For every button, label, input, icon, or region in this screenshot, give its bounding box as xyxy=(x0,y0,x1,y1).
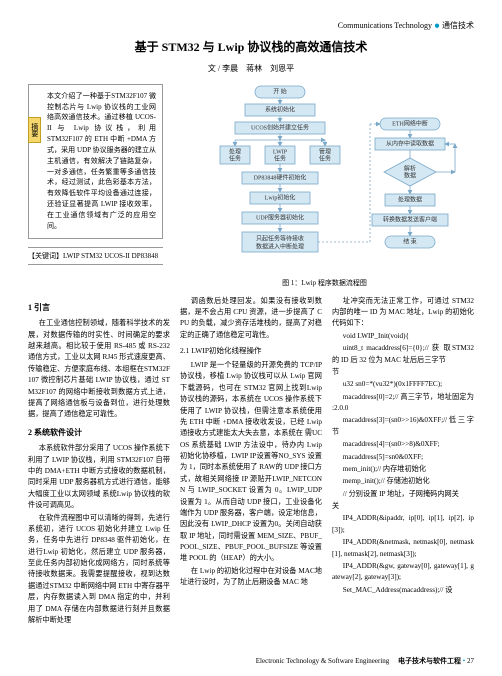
code-line: uint8_t macaddress[6]={0};// 获 取STM32 的 … xyxy=(332,343,474,366)
body-text: 关 xyxy=(332,501,474,512)
code-line: memp_init();// 存储池初始化 xyxy=(332,476,474,487)
page: Communications Technology ● 通信技术 基于 STM3… xyxy=(0,0,502,627)
abstract-box: 摘要 本文介绍了一种基于STM32F107 微控制芯片与 Lwip 协议栈的工业… xyxy=(28,84,163,239)
fc-proc1: 处理 xyxy=(228,147,240,155)
code-line: macaddress[4]=(sn0>>8)&0XFF; xyxy=(332,439,474,450)
code-line: macaddress[0]=2;// 高三字节，地址固定为 :2.0.0 xyxy=(332,392,474,415)
footer-cn: 电子技术与软件工程 xyxy=(398,657,461,665)
article-title: 基于 STM32 与 Lwip 协议栈的高效通信技术 xyxy=(28,38,474,55)
body-text: 在 Lwip 的初始化过程中在对设备 MAC地址进行设时，为了防止后期设备 MA… xyxy=(180,566,322,589)
code-line: IP4_ADDR(&ipaddr, ip[0], ip[1], ip[2], i… xyxy=(332,513,474,536)
body-text: 址冲突而无法正常工作，可通过 STM32 内部的唯一 ID 为 MAC 地址，L… xyxy=(332,296,474,330)
fc-start: 开 始 xyxy=(273,87,287,95)
fc-dp83848: DP83848硬件初始化 xyxy=(253,173,306,181)
column-2: 调函数后处理回发。如果没有接收到数据，是不会占用 CPU 资源，进一步提高了 C… xyxy=(180,296,322,628)
bullet-icon: • xyxy=(463,657,465,665)
fc-lwiptask2: 任务 xyxy=(273,154,285,162)
fc-end: 结 束 xyxy=(403,237,417,245)
code-line: void LWIP_Init(void){ xyxy=(332,331,474,342)
code-line: u32 sn0=*(vu32*)(0x1FFFF7EC); xyxy=(332,379,474,390)
upper-section: 摘要 本文介绍了一种基于STM32F107 微控制芯片与 Lwip 协议栈的工业… xyxy=(28,84,474,288)
code-line: // 分别设置 IP 地址，子网掩码内网关 xyxy=(332,489,474,500)
code-line: mem_init();// 内存堆初始化 xyxy=(332,464,474,475)
code-line: macaddress[5]=sn0&0XFF; xyxy=(332,452,474,463)
fc-mgmt2: 任务 xyxy=(318,154,330,162)
category-en: Communications Technology xyxy=(338,21,432,30)
fc-process: 处理数据 xyxy=(397,195,421,203)
fc-wait1: 只起任务等待接收 xyxy=(255,234,303,242)
abstract-text: 本文介绍了一种基于STM32F107 微控制芯片与 Lwip 协议栈的工业网络高… xyxy=(47,92,156,230)
fc-ethint: ETH网络中断 xyxy=(392,119,428,127)
keywords: 【关键词】LWIP STM32 UCOS-II DP83848 xyxy=(28,247,163,265)
fc-udpinit: UDP服务器初始化 xyxy=(255,213,303,221)
fc-recv: 从内存中读取数据 xyxy=(385,139,433,147)
section-1-title: 1 引言 xyxy=(28,302,170,315)
code-line: macaddress[3]=(sn0>>16)&0XFF;//低三字节 xyxy=(332,415,474,438)
fc-mgmt1: 管理 xyxy=(318,147,330,155)
flowchart: 开 始 系统初始化 UCOS创始并建立任务 处理 任务 LWIP 任务 xyxy=(175,84,474,288)
fc-parse2: 数据 xyxy=(403,171,415,179)
section-21-title: 2.1 LWIP初始化线程操作 xyxy=(180,345,322,357)
bullet-icon: ● xyxy=(434,21,440,32)
abstract-column: 摘要 本文介绍了一种基于STM32F107 微控制芯片与 Lwip 协议栈的工业… xyxy=(28,84,163,288)
category-cn: 通信技术 xyxy=(442,21,474,30)
fc-ucos: UCOS创始并建立任务 xyxy=(250,123,308,131)
body-text: 在工业通信控制领域，随着科学技术的发展，对数据传输的时实性、时间确定的要求越来越… xyxy=(28,318,170,420)
article-authors: 文 / 李晨 蒋林 刘恩平 xyxy=(28,63,474,74)
figure-caption: 图 1：Lwip 程序数据流程图 xyxy=(282,278,367,288)
body-columns: 1 引言 在工业通信控制领域，随着科学技术的发展，对数据传输的时实性、时间确定的… xyxy=(28,296,474,628)
fc-lwipinit: Lwip初始化 xyxy=(264,193,295,201)
flowchart-svg: 开 始 系统初始化 UCOS创始并建立任务 处理 任务 LWIP 任务 xyxy=(180,84,470,274)
fc-proc2: 任务 xyxy=(228,154,240,162)
fc-parse1: 解析 xyxy=(403,164,415,172)
page-footer: Electronic Technology & Software Enginee… xyxy=(256,656,474,666)
body-text: 在软件流程图中可以清晰的得到，先进行系统初，进行 UCOS 初始化并建立 Lwi… xyxy=(28,513,170,627)
code-line: Set_MAC_Address(macaddress);// 设 xyxy=(332,585,474,596)
body-text: 调函数后处理回发。如果没有接收到数据，是不会占用 CPU 资源，进一步提高了 C… xyxy=(180,296,322,342)
column-3: 址冲突而无法正常工作，可通过 STM32 内部的唯一 ID 为 MAC 地址，L… xyxy=(332,296,474,628)
body-text: LWIP 是一个轻量级的开源免费的 TCP/IP 协议栈，移植 Lwip 协议栈… xyxy=(180,360,322,565)
abstract-tab: 摘要 xyxy=(28,117,41,143)
body-text: 本系统软件部分采用了 UCOS 操作系统下利用了 LWIP 协议栈，利用 STM… xyxy=(28,443,170,511)
code-line: IP4_ADDR(&gw, gateway[0], gateway[1], ga… xyxy=(332,561,474,584)
fc-wait2: 数据进入中断处理 xyxy=(255,242,303,250)
fc-send: 转换数据发送客户端 xyxy=(382,215,436,223)
body-text: 节 xyxy=(332,367,474,378)
column-1: 1 引言 在工业通信控制领域，随着科学技术的发展，对数据传输的时实性、时间确定的… xyxy=(28,296,170,628)
fc-lwiptask1: LWIP xyxy=(272,149,287,155)
code-line: IP4_ADDR(&netmask, netmask[0], netmask[1… xyxy=(332,537,474,560)
header-category: Communications Technology ● 通信技术 xyxy=(28,20,474,32)
page-number: 27 xyxy=(467,657,474,665)
footer-en: Electronic Technology & Software Enginee… xyxy=(256,657,390,665)
fc-sysinit: 系统初始化 xyxy=(264,105,294,113)
section-2-title: 2 系统软件设计 xyxy=(28,427,170,440)
